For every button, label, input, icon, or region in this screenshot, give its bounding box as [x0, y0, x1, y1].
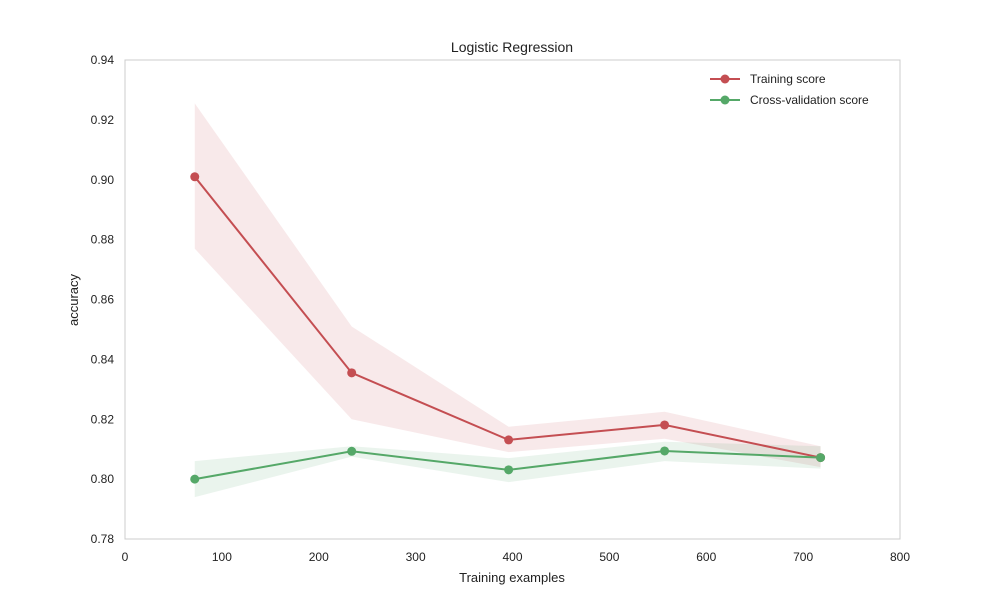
cross-validation-score-point [504, 465, 514, 475]
plot-frame [124, 59, 901, 540]
x-tick-label: 700 [793, 550, 813, 564]
x-axis-label: Training examples [459, 570, 565, 585]
y-axis-ticks: 0.78 0.80 0.82 0.84 0.86 0.88 0.90 0.92 0.94 [91, 53, 115, 546]
x-tick-label: 200 [309, 550, 329, 564]
y-tick-label: 0.86 [91, 293, 115, 307]
y-tick-label: 0.78 [91, 532, 115, 546]
y-tick-label: 0.94 [91, 53, 115, 67]
training-score-point [660, 420, 670, 430]
cross-validation-score-legend-marker [720, 95, 730, 105]
x-axis-ticks: 0 100 200 300 400 500 600 700 800 [122, 550, 911, 564]
training-score-point [504, 435, 514, 445]
x-tick-label: 400 [502, 550, 522, 564]
y-axis-label: accuracy [66, 273, 81, 326]
cross-validation-score-legend-label: Cross-validation score [750, 93, 869, 107]
training-score-point [190, 172, 200, 182]
legend: Training score Cross-validation score [710, 72, 869, 107]
y-tick-label: 0.90 [91, 173, 115, 187]
cross-validation-score-point [816, 453, 826, 463]
x-tick-label: 800 [890, 550, 910, 564]
y-tick-label: 0.84 [91, 352, 115, 366]
y-tick-label: 0.92 [91, 113, 115, 127]
y-tick-label: 0.80 [91, 472, 115, 486]
x-tick-label: 500 [599, 550, 619, 564]
x-tick-label: 0 [122, 550, 129, 564]
cross-validation-score-point [347, 446, 357, 456]
training-score-legend-label: Training score [750, 72, 826, 86]
chart-title: Logistic Regression [451, 39, 573, 55]
cross-validation-score-point [660, 446, 670, 456]
training-score-legend-marker [720, 74, 730, 84]
x-tick-label: 100 [212, 550, 232, 564]
y-tick-label: 0.88 [91, 233, 115, 247]
cross-validation-score-point [190, 474, 200, 484]
x-tick-label: 300 [406, 550, 426, 564]
plot-background [125, 60, 900, 539]
series-points [190, 172, 826, 484]
training-score-point [347, 368, 357, 378]
y-tick-label: 0.82 [91, 412, 115, 426]
x-tick-label: 600 [696, 550, 716, 564]
